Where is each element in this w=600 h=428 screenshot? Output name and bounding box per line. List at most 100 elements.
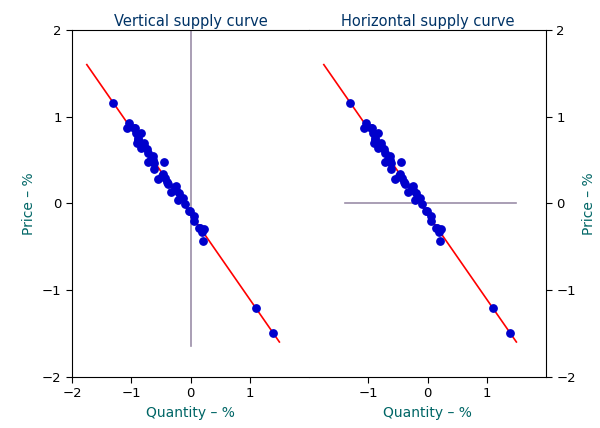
Point [418,201,427,208]
Point [359,124,369,131]
Point [137,142,147,149]
Title: Horizontal supply curve: Horizontal supply curve [341,14,514,29]
Point [398,175,407,182]
Point [396,158,406,165]
Point [410,196,420,203]
Y-axis label: Price – %: Price – % [581,172,596,235]
Point [136,145,146,152]
Point [488,304,497,311]
Point [172,183,181,190]
Point [178,194,188,201]
Point [400,178,409,185]
Point [136,130,146,137]
Point [395,171,404,178]
Point [149,159,158,166]
Point [373,130,383,137]
Point [436,238,445,244]
Point [431,225,441,232]
Point [368,130,378,137]
Point [346,100,355,107]
Point [200,226,209,232]
Point [415,194,425,201]
Point [379,146,389,153]
Point [194,225,204,232]
Point [159,158,169,165]
Point [172,187,181,193]
Point [386,159,395,166]
Point [370,137,380,143]
Point [426,218,436,225]
Point [167,189,176,196]
Point [146,155,156,162]
Point [422,208,431,214]
Point [376,140,386,146]
Point [195,225,205,232]
Point [189,218,199,225]
Point [185,208,195,215]
X-axis label: Quantity – %: Quantity – % [383,406,472,419]
Point [380,149,389,156]
Point [199,238,208,244]
Point [409,183,418,190]
Point [157,172,167,179]
Point [176,195,185,202]
Point [163,180,173,187]
Point [140,142,149,149]
Point [143,159,153,166]
Point [380,159,390,166]
Point [269,330,278,337]
X-axis label: Quantity – %: Quantity – % [146,406,235,419]
Point [411,189,421,196]
Point [373,145,383,152]
Point [374,142,384,149]
Point [133,138,143,145]
Point [158,171,167,178]
Point [434,228,443,235]
Point [251,304,260,311]
Point [161,175,170,182]
Point [386,152,395,159]
Point [422,208,432,215]
Point [432,225,442,232]
Point [366,125,376,131]
Point [370,138,380,145]
Point [124,120,134,127]
Point [409,187,418,193]
Y-axis label: Price – %: Price – % [22,172,37,235]
Point [142,146,152,153]
Point [361,120,371,127]
Point [153,176,163,183]
Point [377,142,386,149]
Point [163,178,172,185]
Point [131,130,141,137]
Point [407,184,417,191]
Point [149,157,158,163]
Point [197,228,206,235]
Point [383,155,393,162]
Point [400,180,410,187]
Point [390,176,400,183]
Point [149,152,158,159]
Point [181,201,190,208]
Point [386,157,395,163]
Point [394,172,404,179]
Point [109,100,118,107]
Point [122,124,132,131]
Point [139,140,149,146]
Point [185,208,194,214]
Point [173,196,183,203]
Point [174,189,184,196]
Point [426,212,436,219]
Point [133,137,143,143]
Point [132,140,142,146]
Point [170,184,180,191]
Point [506,330,515,337]
Point [143,149,152,156]
Point [386,165,396,172]
Point [369,140,379,146]
Point [149,165,159,172]
Point [129,125,139,131]
Point [370,134,380,141]
Point [130,125,139,132]
Point [437,226,446,232]
